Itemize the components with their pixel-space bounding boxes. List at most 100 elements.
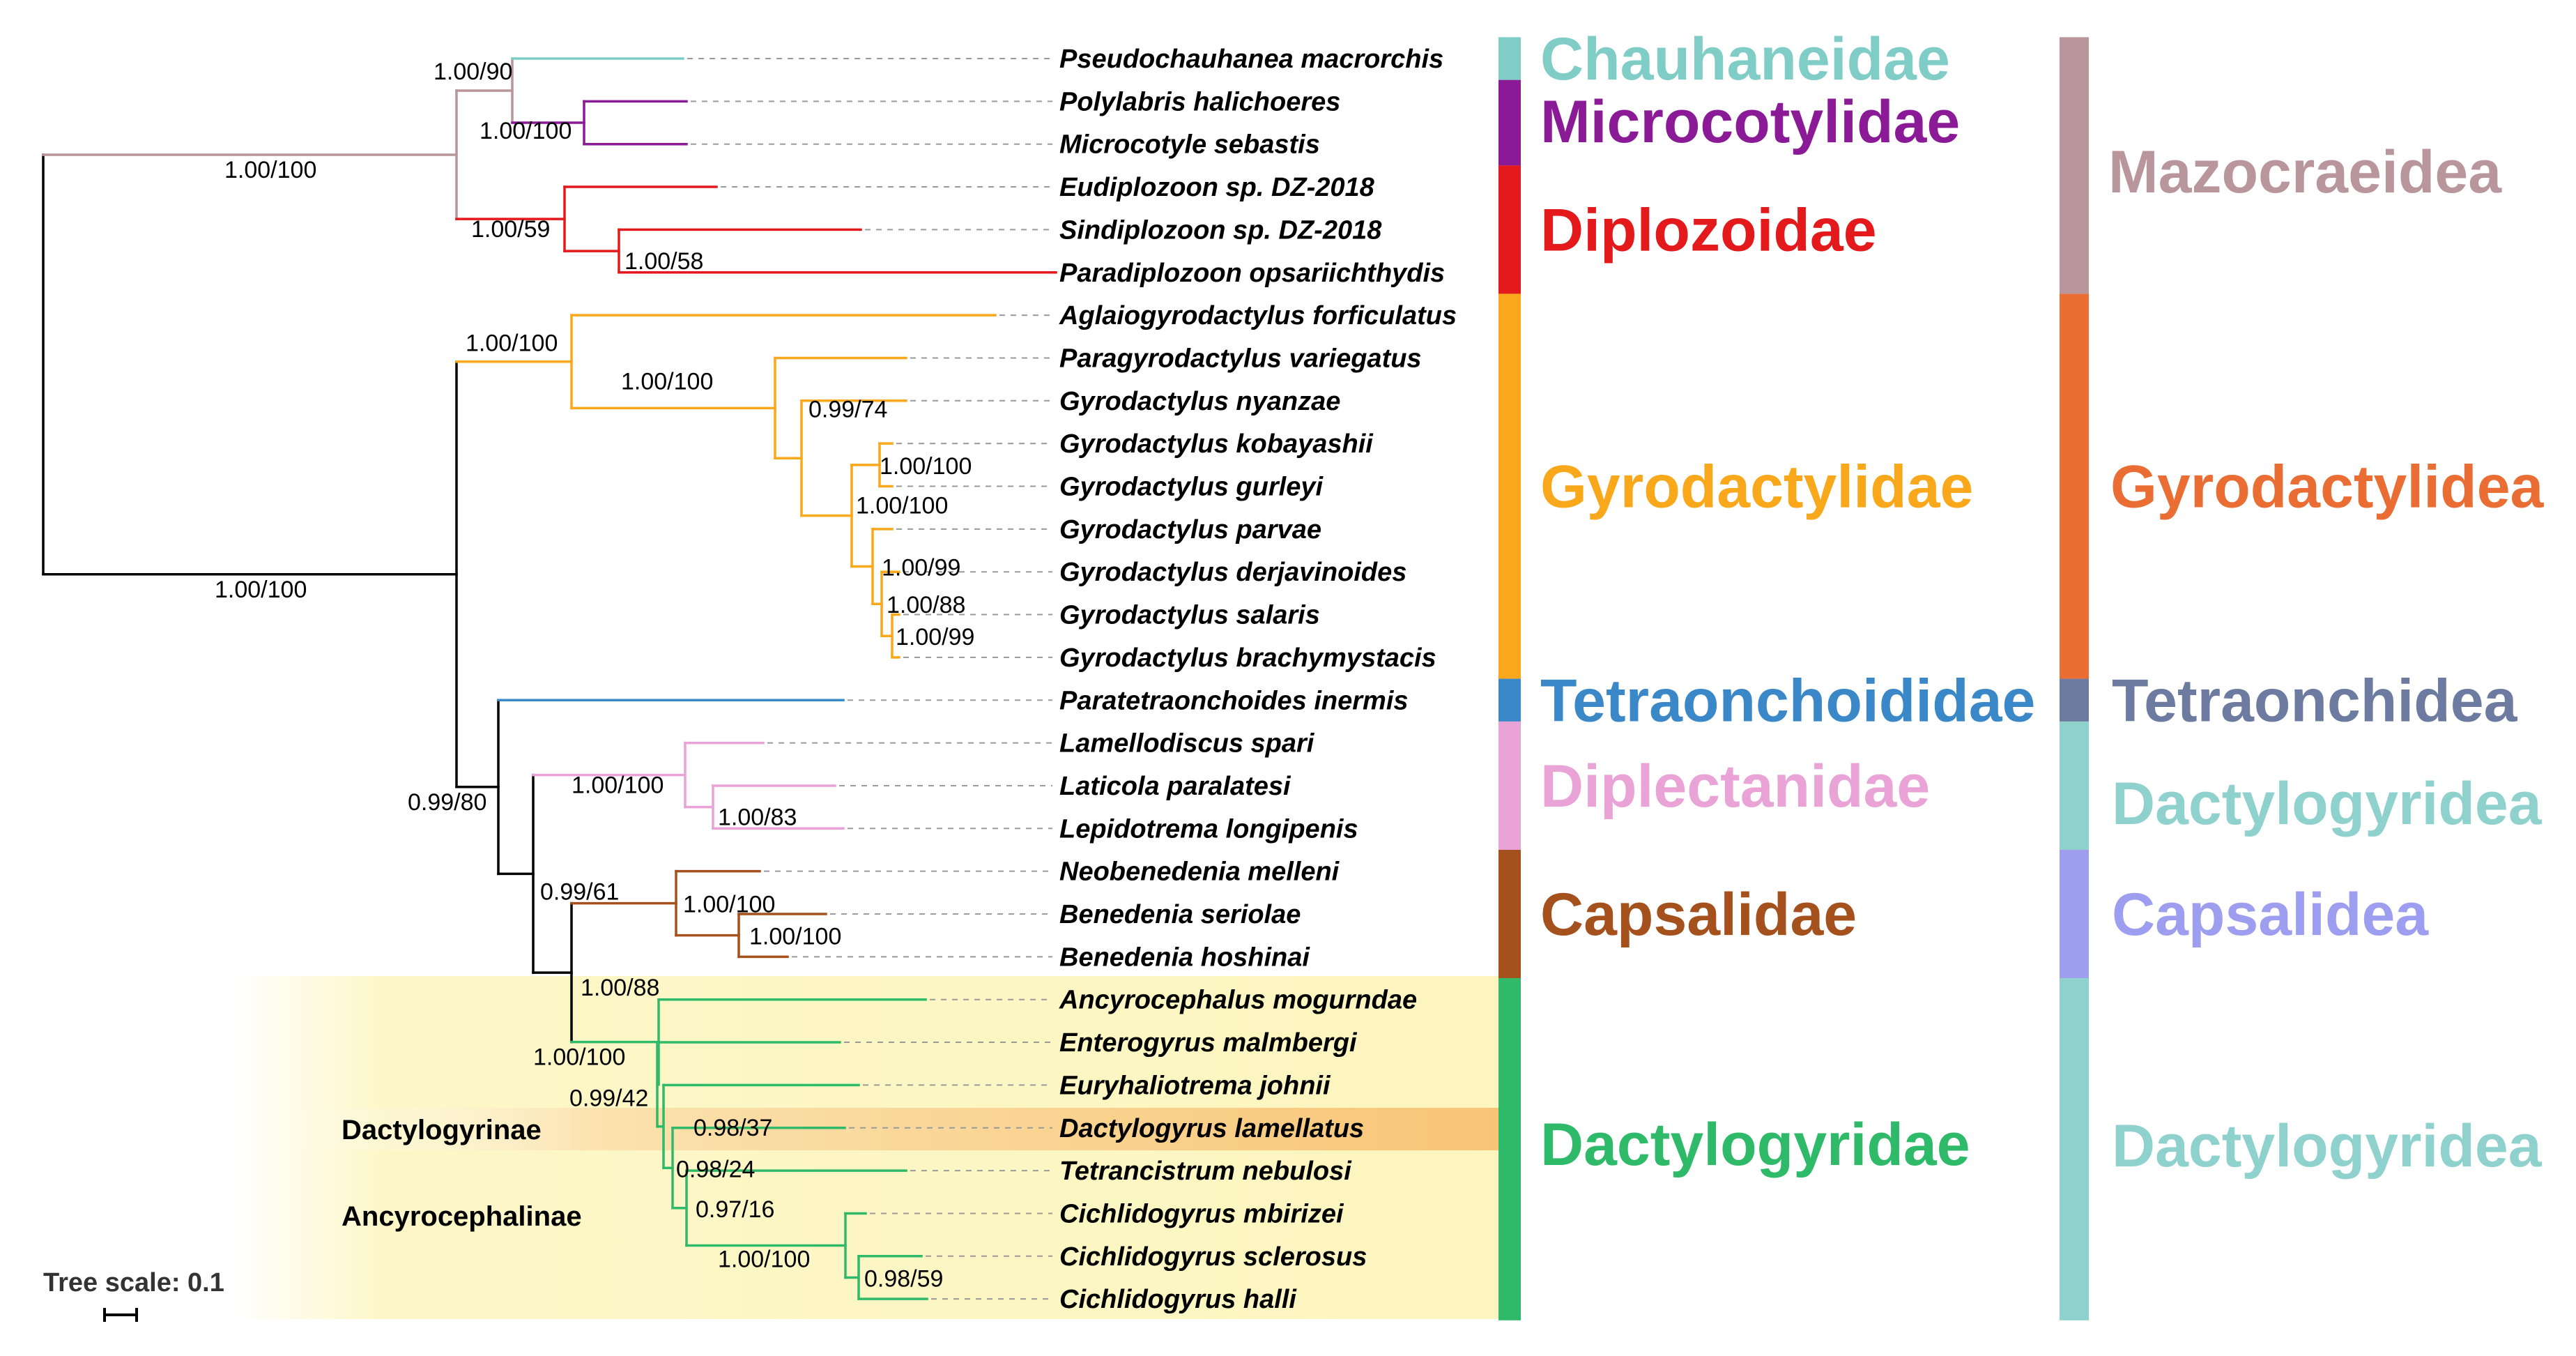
taxon-label: Polylabris halichoeres xyxy=(1059,87,1340,116)
dactylogyrinae-highlight xyxy=(293,1108,1498,1150)
order-label: Dactylogyridea xyxy=(2112,1113,2543,1180)
order-bar xyxy=(2060,294,2089,679)
support-value: 0.98/59 xyxy=(864,1265,943,1292)
taxon-label: Paratetraonchoides inermis xyxy=(1059,686,1409,715)
support-value: 0.98/37 xyxy=(693,1115,772,1141)
taxon-label: Neobenedenia melleni xyxy=(1059,858,1340,887)
tree-scale-label: Tree scale: 0.1 xyxy=(43,1268,224,1297)
support-value: 1.00/99 xyxy=(882,555,960,581)
support-value: 1.00/100 xyxy=(880,453,972,480)
taxon-label: Paragyrodactylus variegatus xyxy=(1059,344,1422,373)
family-bar xyxy=(1498,294,1521,679)
support-value: 1.00/100 xyxy=(856,493,948,519)
order-label: Capsalidea xyxy=(2112,881,2429,948)
support-value: 1.00/83 xyxy=(718,805,797,831)
support-value: 1.00/100 xyxy=(683,892,775,918)
taxon-label: Benedenia seriolae xyxy=(1059,900,1301,929)
subfamily-label-ancyrocephalinae: Ancyrocephalinae xyxy=(342,1201,582,1232)
taxon-label: Pseudochauhanea macrorchis xyxy=(1059,45,1443,74)
taxon-labels: Pseudochauhanea macrorchis Polylabris hal… xyxy=(1059,45,1457,1314)
support-value: 1.00/100 xyxy=(466,330,558,357)
order-label: Gyrodactylidea xyxy=(2110,454,2545,521)
support-value: 1.00/88 xyxy=(581,975,659,1001)
family-label: Diplozoidae xyxy=(1540,197,1877,264)
support-value: 1.00/100 xyxy=(749,924,841,950)
order-label: Tetraonchidea xyxy=(2112,667,2518,734)
taxon-label: Tetrancistrum nebulosi xyxy=(1059,1157,1352,1186)
family-bar xyxy=(1498,165,1521,294)
family-label: Dactylogyridae xyxy=(1540,1111,1970,1178)
tree-branches xyxy=(42,57,1057,1300)
subfamily-label-dactylogyrinae: Dactylogyrinae xyxy=(342,1115,542,1145)
support-value: 1.00/99 xyxy=(896,624,974,650)
taxon-label: Lamellodiscus spari xyxy=(1059,729,1315,759)
order-bar xyxy=(2060,678,2089,722)
family-label: Tetraonchoididae xyxy=(1540,667,2035,734)
taxon-label: Sindiplozoon sp. DZ-2018 xyxy=(1059,215,1382,245)
family-bar xyxy=(1498,678,1521,722)
family-bar xyxy=(1498,79,1521,166)
taxon-label: Lepidotrema longipenis xyxy=(1059,814,1358,844)
taxon-label: Aglaiogyrodactylus forficulatus xyxy=(1059,301,1457,330)
taxon-label: Gyrodactylus kobayashii xyxy=(1059,429,1374,459)
family-bars xyxy=(1498,37,1521,1320)
support-value: 1.00/100 xyxy=(621,369,713,395)
support-value: 1.00/59 xyxy=(471,216,550,243)
dashed-guide-lines xyxy=(687,58,1052,1300)
taxon-label: Gyrodactylus nyanzae xyxy=(1059,387,1340,416)
taxon-label: Benedenia hoshinai xyxy=(1059,943,1310,972)
taxon-label: Gyrodactylus brachymystacis xyxy=(1059,643,1436,673)
support-value: 1.00/58 xyxy=(624,248,703,275)
order-bar xyxy=(2060,849,2089,979)
support-value: 1.00/100 xyxy=(215,577,307,603)
taxon-label: Paradiplozoon opsariichthydis xyxy=(1059,259,1445,288)
order-bar xyxy=(2060,721,2089,850)
taxon-label: Cichlidogyrus sclerosus xyxy=(1059,1242,1367,1272)
family-label: Chauhaneidae xyxy=(1540,26,1950,93)
order-labels: Mazocraeidea Gyrodactylidea Tetraonchidea D… xyxy=(2108,139,2545,1180)
taxon-label: Euryhaliotrema johnii xyxy=(1059,1071,1331,1100)
taxon-label: Dactylogyrus lamellatus xyxy=(1059,1114,1364,1143)
support-value: 1.00/88 xyxy=(887,592,965,618)
support-value: 0.98/24 xyxy=(676,1156,755,1182)
family-label: Capsalidae xyxy=(1540,881,1857,948)
taxon-label: Gyrodactylus derjavinoides xyxy=(1059,558,1406,587)
taxon-label: Gyrodactylus gurleyi xyxy=(1059,473,1324,502)
family-label: Diplectanidae xyxy=(1540,753,1930,820)
taxon-label: Enterogyrus malmbergi xyxy=(1059,1028,1358,1058)
order-bar xyxy=(2060,978,2089,1320)
support-value: 1.00/100 xyxy=(533,1044,625,1071)
tree-scale-bar xyxy=(103,1308,138,1322)
support-value: 1.00/100 xyxy=(480,118,572,144)
support-value: 1.00/90 xyxy=(434,59,512,85)
support-values: 1.00/90 1.00/100 1.00/100 1.00/59 1.00/58 1.0… xyxy=(215,59,974,1292)
order-bars xyxy=(2060,37,2089,1320)
family-bar xyxy=(1498,849,1521,979)
family-bar xyxy=(1498,37,1521,80)
family-bar xyxy=(1498,721,1521,850)
taxon-label: Cichlidogyrus mbirizei xyxy=(1059,1199,1344,1228)
family-bar xyxy=(1498,978,1521,1320)
taxon-label: Microcotyle sebastis xyxy=(1059,130,1320,160)
taxon-label: Gyrodactylus salaris xyxy=(1059,601,1320,630)
order-label: Mazocraeidea xyxy=(2108,139,2502,206)
taxon-label: Cichlidogyrus halli xyxy=(1059,1285,1297,1314)
family-label: Gyrodactylidae xyxy=(1540,454,1973,521)
support-value: 0.99/42 xyxy=(569,1085,648,1111)
support-value: 0.97/16 xyxy=(696,1196,774,1223)
support-value: 0.99/80 xyxy=(408,789,486,816)
taxon-label: Gyrodactylus parvae xyxy=(1059,515,1321,544)
support-value: 0.99/61 xyxy=(540,878,619,905)
taxon-label: Ancyrocephalus mogurndae xyxy=(1059,986,1417,1015)
support-value: 1.00/100 xyxy=(718,1246,810,1272)
family-label: Microcotylidae xyxy=(1540,89,1960,155)
taxon-label: Eudiplozoon sp. DZ-2018 xyxy=(1059,173,1375,202)
order-label: Dactylogyridea xyxy=(2112,770,2543,837)
support-value: 1.00/100 xyxy=(224,157,316,183)
support-value: 0.99/74 xyxy=(808,396,887,422)
support-value: 1.00/100 xyxy=(572,772,664,799)
order-bar xyxy=(2060,37,2089,294)
taxon-label: Laticola paralatesi xyxy=(1059,772,1291,801)
